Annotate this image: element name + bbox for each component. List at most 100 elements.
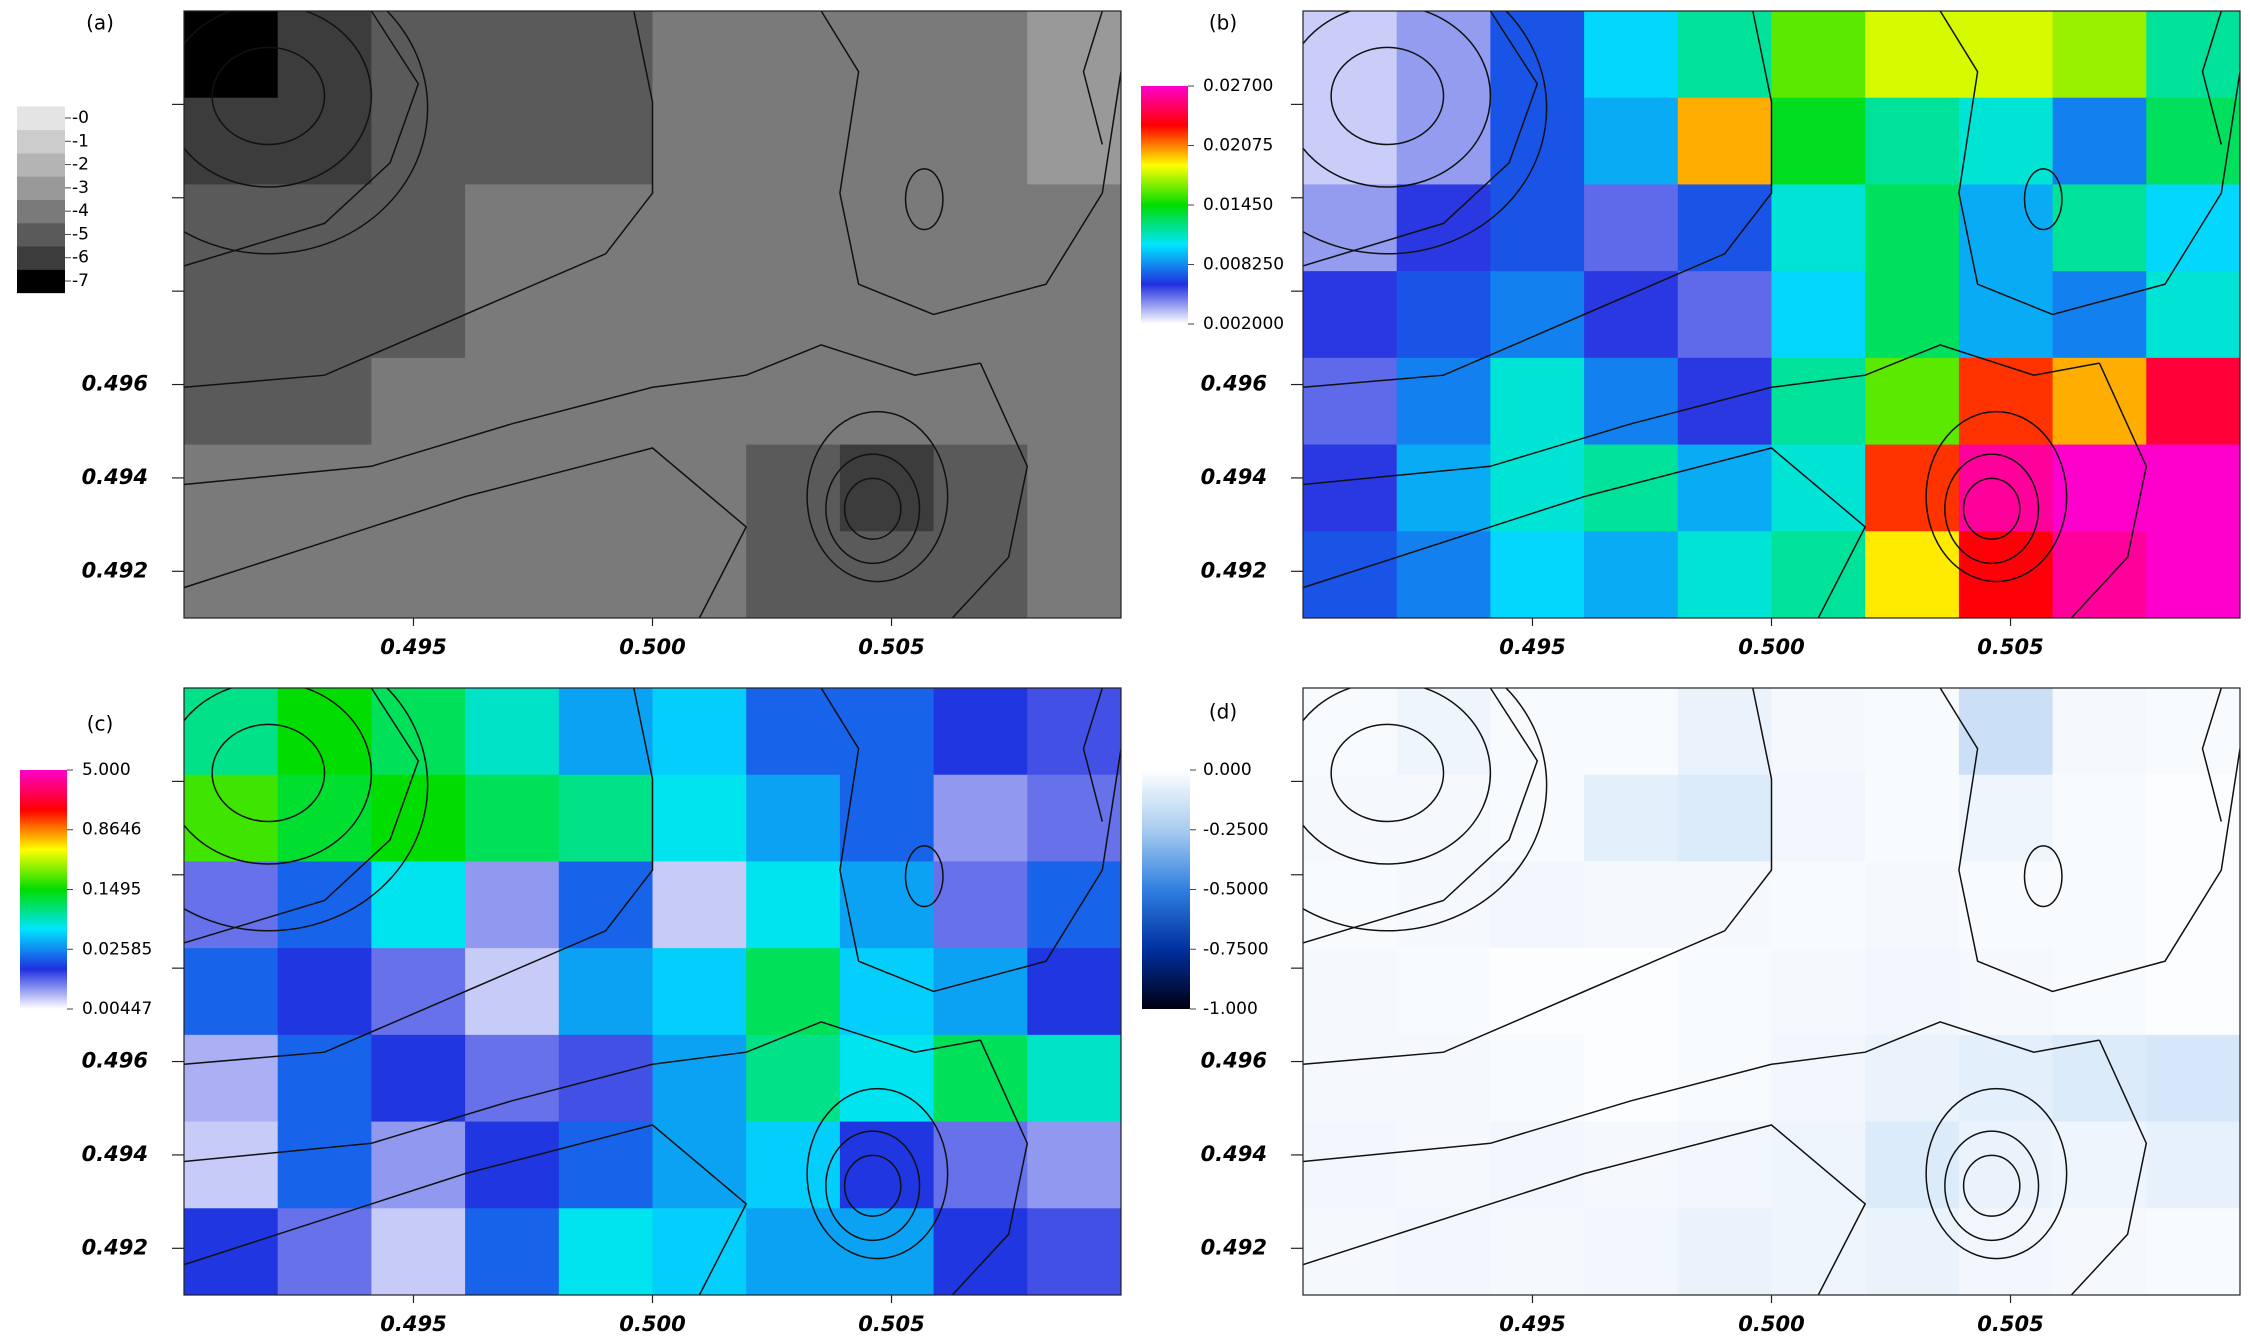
y-tick-label: 0.494 — [82, 465, 148, 489]
colorbar-tick-label: -6 — [72, 248, 89, 268]
colorbar-tick-label: 0.8646 — [82, 820, 141, 840]
heatmap-cell — [465, 97, 560, 185]
heatmap-cell — [184, 357, 279, 446]
heatmap-cell — [1584, 184, 1679, 272]
heatmap-cell — [746, 1121, 841, 1209]
contours — [1303, 11, 2240, 618]
heatmap-cell — [184, 1208, 279, 1296]
contour-line — [2023, 845, 2063, 908]
heatmap-cell — [2146, 97, 2241, 185]
heatmap-cell — [465, 11, 560, 99]
heatmap-cell — [1490, 948, 1585, 1036]
heatmap-cell — [652, 11, 747, 99]
contour-line — [843, 1154, 902, 1217]
heatmap-cell — [1490, 444, 1585, 532]
heatmap-cell — [1303, 1121, 1398, 1209]
heatmap-cell — [465, 688, 560, 776]
heatmap-cell — [1490, 97, 1585, 185]
y-tick-label: 0.496 — [82, 372, 148, 396]
heatmap-cell — [184, 1121, 279, 1209]
y-tick-label: 0.496 — [82, 1049, 148, 1073]
colorbar-tick-label: 0.00447 — [82, 999, 152, 1019]
heatmap-cell — [1771, 1208, 1866, 1296]
heatmap-cell — [277, 1034, 372, 1123]
x-tick-label: 0.505 — [858, 635, 924, 659]
heatmap-cell — [1865, 357, 1960, 446]
heatmap-cell — [1303, 1034, 1398, 1123]
panel-title: (b) — [1209, 11, 1237, 35]
heatmap-cell — [1027, 774, 1122, 862]
heatmap-cell — [2146, 11, 2241, 99]
heatmap-cell — [1584, 861, 1679, 949]
heatmap-cell — [1865, 11, 1960, 99]
heatmap-cell — [277, 11, 372, 99]
heatmap-cell — [933, 948, 1028, 1036]
heatmap-cell — [465, 357, 560, 446]
heatmap-cell — [1865, 1208, 1960, 1296]
heatmap-cell — [839, 1034, 935, 1123]
colorbar-band — [17, 199, 65, 224]
x-tick-label: 0.495 — [1499, 1312, 1565, 1336]
heatmap-cell — [1958, 948, 2054, 1036]
contour-line — [2023, 168, 2063, 231]
heatmap-cell — [746, 271, 841, 359]
y-tick-label: 0.494 — [82, 1142, 148, 1166]
heatmap-cell — [746, 1208, 841, 1296]
x-tick-label: 0.500 — [619, 1312, 685, 1336]
contours — [184, 11, 1121, 618]
heatmap-cell — [1958, 357, 2054, 446]
heatmap-cell — [652, 184, 747, 272]
heatmap-cell — [1303, 11, 1398, 99]
heatmap-cell — [933, 774, 1028, 862]
heatmap-cell — [933, 444, 1028, 532]
contour-line — [1944, 453, 2040, 565]
colorbar-tick-label: -5 — [72, 224, 89, 244]
heatmap-cell — [465, 861, 560, 949]
heatmap-cell — [652, 688, 747, 776]
contour-line — [825, 1130, 921, 1242]
heatmap-cell — [1584, 271, 1679, 359]
heatmap-cell — [1771, 357, 1866, 446]
heatmap-cell — [1958, 1208, 2054, 1296]
heatmap-cell — [2052, 11, 2147, 99]
x-tick-label: 0.495 — [1499, 635, 1565, 659]
heatmap-cell — [371, 357, 466, 446]
heatmap-cell — [465, 774, 560, 862]
contour-line — [184, 688, 373, 865]
heatmap-cell — [465, 531, 560, 619]
contour-line — [951, 362, 1029, 618]
colorbar — [1142, 770, 1190, 1009]
contour-line — [184, 688, 654, 1066]
heatmap-cell — [184, 271, 279, 359]
panel: (d) 0.495 0.500 0.505 0.492 0.494 0.496 0.000 -0… — [1142, 687, 2241, 1336]
heatmap-cell — [746, 357, 841, 446]
panel-title: (d) — [1209, 700, 1237, 724]
heatmap-cell — [1677, 444, 1772, 532]
heatmap-cell — [2052, 357, 2147, 446]
colorbar-tick-label: 0.002000 — [1203, 314, 1284, 334]
heatmap-cell — [2146, 688, 2241, 776]
contour-line — [184, 447, 748, 618]
contour-line — [184, 344, 981, 486]
heatmap-cell — [1490, 531, 1585, 619]
heatmap-cell — [1396, 774, 1491, 862]
heatmap-cell — [1490, 357, 1585, 446]
heatmap-cell — [465, 184, 560, 272]
heatmap-cell — [2146, 1208, 2241, 1296]
heatmap-cell — [746, 184, 841, 272]
heatmap-cell — [277, 774, 372, 862]
heatmap-cell — [2052, 688, 2147, 776]
heatmap-cell — [1396, 184, 1491, 272]
x-tick-label: 0.505 — [1977, 1312, 2043, 1336]
heatmap-cell — [746, 531, 841, 619]
colorbar-band — [17, 152, 65, 177]
heatmap-cell — [746, 11, 841, 99]
heatmap-cell — [2052, 1121, 2147, 1209]
colorbar-band — [17, 269, 65, 294]
heatmap-cell — [933, 861, 1028, 949]
contour-line — [184, 11, 429, 255]
contour-line — [1962, 1154, 2021, 1217]
heatmap-cell — [558, 531, 653, 619]
heatmap-cell — [1865, 184, 1960, 272]
